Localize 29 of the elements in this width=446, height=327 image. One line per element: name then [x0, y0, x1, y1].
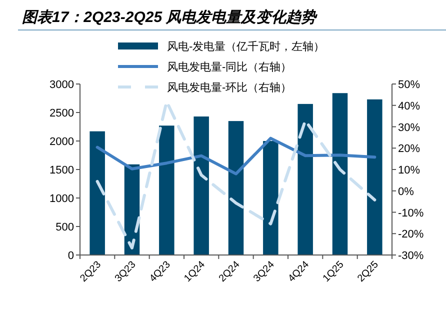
y-tick-label: 2500 — [50, 108, 74, 120]
y-tick-label: 500 — [56, 222, 74, 234]
legend-label: 风电发电量-环比（右轴） — [167, 81, 292, 94]
y2-tick-label: 40% — [398, 100, 420, 112]
y2-tick-label: -10% — [398, 207, 424, 220]
y-tick-label: 1000 — [50, 193, 74, 205]
y-tick-label: 1500 — [50, 164, 74, 176]
y2-tick-label: 50% — [398, 79, 420, 91]
bar — [194, 116, 209, 255]
bar — [228, 121, 244, 255]
bar — [332, 93, 348, 255]
y2-tick-label: -30% — [398, 250, 424, 262]
bar — [159, 126, 174, 255]
bar — [367, 99, 382, 255]
legend-label: 风电发电量-同比（右轴） — [167, 60, 292, 74]
y2-tick-label: 10% — [398, 164, 420, 176]
y2-tick-label: 0% — [398, 186, 414, 198]
y2-tick-label: 20% — [398, 143, 420, 156]
line-series — [96, 136, 376, 176]
y-tick-label: 2000 — [50, 136, 74, 148]
bar — [263, 141, 278, 255]
chart-title: 图表17：2Q23-2Q25 风电发电量及变化趋势 — [22, 8, 318, 26]
y2-tick-label: -20% — [398, 228, 424, 241]
legend-label: 风电-发电量（亿千瓦时，左轴） — [167, 40, 325, 53]
bar — [90, 131, 105, 255]
y-tick-label: 0 — [68, 250, 74, 262]
bar — [298, 104, 313, 255]
y2-tick-label: 30% — [398, 122, 420, 134]
y-tick-label: 3000 — [50, 79, 74, 91]
